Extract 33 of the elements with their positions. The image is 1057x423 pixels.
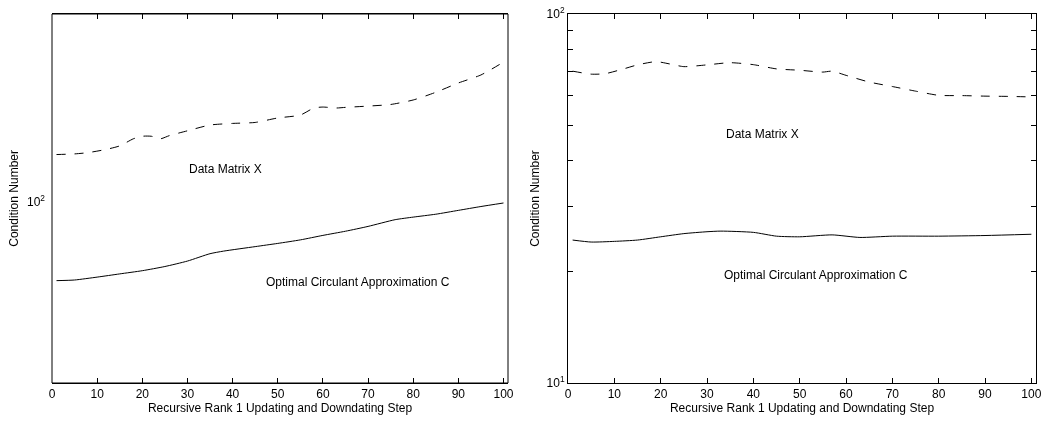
y-axis-title: Condition Number (528, 150, 542, 247)
x-tick-label: 90 (451, 387, 466, 402)
x-tick-label: 10 (607, 387, 622, 402)
x-tick-label: 80 (406, 387, 421, 402)
annotation: Data Matrix X (189, 162, 262, 176)
x-tick-label: 20 (653, 387, 668, 402)
x-tick-label: 90 (978, 387, 993, 402)
x-tick-label: 100 (1021, 387, 1042, 402)
x-tick-label: 40 (746, 387, 761, 402)
annotation: Optimal Circulant Approximation C (266, 275, 450, 289)
annotation: Data Matrix X (726, 127, 799, 141)
x-tick-label: 20 (135, 387, 150, 402)
x-tick-label: 40 (225, 387, 240, 402)
line-series (572, 230, 1032, 243)
x-axis-title: Recursive Rank 1 Updating and Downdating Step (147, 401, 413, 416)
y-axis-title: Condition Number (6, 150, 21, 247)
x-tick-label: 0 (564, 387, 572, 402)
y-tick-label: 10$^{1}$ (546, 374, 565, 391)
x-tick-label: 60 (839, 387, 854, 402)
x-tick-label: 100 (493, 387, 514, 402)
x-tick-label: 0 (48, 387, 56, 402)
x-tick-label: 80 (932, 387, 946, 402)
x-tick-label: 30 (700, 387, 714, 402)
annotation: Optimal Circulant Approximation C (724, 268, 908, 282)
x-tick-label: 50 (793, 387, 807, 402)
x-axis-title: Recursive Rank 1 Updating and Downdating Step (669, 401, 935, 416)
x-tick-label: 50 (271, 387, 285, 402)
x-tick-label: 60 (316, 387, 330, 402)
x-tick-label: 10 (90, 387, 105, 402)
x-tick-label: 70 (885, 387, 900, 402)
x-tick-label: 30 (180, 387, 195, 402)
x-tick-label: 70 (361, 387, 376, 402)
text: 10$^{2}$ (27, 193, 46, 210)
